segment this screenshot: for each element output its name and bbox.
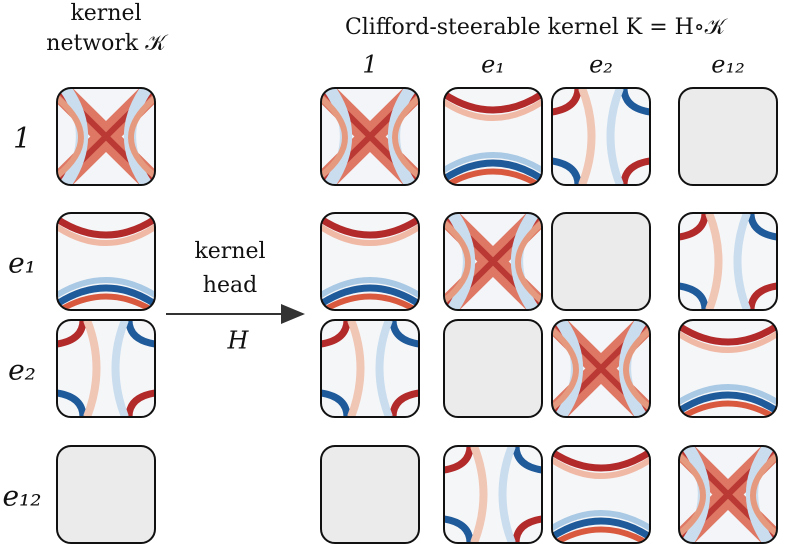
- kernel-pattern: [552, 88, 650, 185]
- tile-border: [551, 445, 651, 544]
- kernel-image: [679, 213, 777, 310]
- kernel-image: [321, 88, 419, 185]
- tile-border: [443, 87, 543, 186]
- tile-border: [678, 445, 778, 544]
- tile-border: [443, 319, 543, 418]
- arrow-label: kernel: [194, 239, 265, 264]
- kernel-pattern: [321, 88, 419, 185]
- column-label: e₂: [589, 51, 613, 79]
- kernel-image: [679, 88, 777, 185]
- kernel-pattern: [552, 213, 650, 310]
- kernel-pattern: [57, 320, 155, 417]
- tile-border: [551, 212, 651, 311]
- kernel-image: [552, 446, 650, 545]
- kernel-tile: [320, 319, 420, 418]
- arrow-label: head: [203, 273, 257, 298]
- tile-border: [56, 212, 156, 311]
- kernel-image: [57, 88, 155, 185]
- kernel-pattern: [552, 446, 650, 545]
- kernel-tile: [320, 87, 420, 186]
- kernel-pattern: [57, 88, 155, 185]
- kernel-tile: [551, 445, 651, 545]
- left-title: network 𝒦: [46, 31, 168, 56]
- row-label: 1: [13, 122, 31, 155]
- kernel-pattern: [321, 213, 419, 312]
- tile-border: [320, 212, 420, 311]
- kernel-tile: [678, 445, 778, 544]
- tile-border: [551, 319, 651, 418]
- tile-border: [678, 87, 778, 186]
- tile-border: [551, 87, 651, 186]
- kernel-pattern: [679, 88, 777, 185]
- kernel-pattern: [444, 446, 542, 543]
- arrow-symbol: H: [227, 327, 250, 355]
- kernel-image: [57, 446, 155, 543]
- kernel-tile: [320, 445, 420, 544]
- tile-border: [678, 212, 778, 311]
- kernel-pattern: [552, 320, 650, 417]
- kernel-tile: [678, 212, 778, 311]
- kernel-pattern: [57, 446, 155, 543]
- kernel-image: [552, 320, 650, 417]
- tile-border: [320, 87, 420, 186]
- column-label: 1: [362, 51, 377, 79]
- kernel-tile: [56, 445, 156, 544]
- kernel-tile: [443, 212, 543, 311]
- kernel-tile: [56, 87, 156, 186]
- kernel-tile: [551, 87, 651, 186]
- tile-border: [56, 319, 156, 418]
- tile-border: [320, 445, 420, 544]
- kernel-image: [552, 213, 650, 310]
- kernel-pattern: [444, 213, 542, 310]
- kernel-pattern: [57, 213, 155, 312]
- kernel-pattern: [679, 213, 777, 310]
- column-label: e₁₂: [711, 51, 744, 79]
- kernel-image: [444, 446, 542, 543]
- kernel-image: [444, 213, 542, 310]
- labels: kernel network 𝒦 Clifford-steerable kern…: [46, 1, 727, 355]
- tile-border: [443, 445, 543, 544]
- kernel-tile: [551, 212, 651, 311]
- kernel-image: [57, 213, 155, 312]
- kernel-image: [321, 320, 419, 417]
- row-label: e₁: [8, 247, 36, 280]
- kernel-tile: [56, 212, 156, 312]
- kernel-tile: [56, 319, 156, 418]
- tile-border: [678, 319, 778, 418]
- kernel-image: [679, 446, 777, 543]
- tile-border: [443, 212, 543, 311]
- column-label: e₁: [481, 51, 505, 79]
- kernel-image: [552, 88, 650, 185]
- kernel-image: [321, 446, 419, 543]
- kernel-tile: [443, 445, 543, 544]
- kernel-tile: [678, 87, 778, 186]
- kernel-tile: [443, 319, 543, 418]
- row-label: e₂: [8, 354, 36, 387]
- kernel-pattern: [679, 320, 777, 419]
- kernel-pattern: [679, 446, 777, 543]
- kernel-tile: [320, 212, 420, 312]
- tile-border: [320, 319, 420, 418]
- kernel-image: [57, 320, 155, 417]
- left-title: kernel: [70, 1, 141, 26]
- right-title: Clifford-steerable kernel K = H∘𝒦: [345, 15, 728, 40]
- kernel-pattern: [444, 320, 542, 417]
- kernel-tile: [551, 319, 651, 418]
- kernel-tile: [443, 87, 543, 187]
- kernel-image: [679, 320, 777, 419]
- kernel-image: [444, 88, 542, 187]
- tile-border: [56, 445, 156, 544]
- kernel-pattern: [321, 320, 419, 417]
- kernel-tile: [678, 319, 778, 419]
- kernel-image: [321, 213, 419, 312]
- kernel-pattern: [321, 446, 419, 543]
- kernel-pattern: [444, 88, 542, 187]
- row-label: e₁₂: [2, 480, 41, 513]
- kernel-image: [444, 320, 542, 417]
- tile-border: [56, 87, 156, 186]
